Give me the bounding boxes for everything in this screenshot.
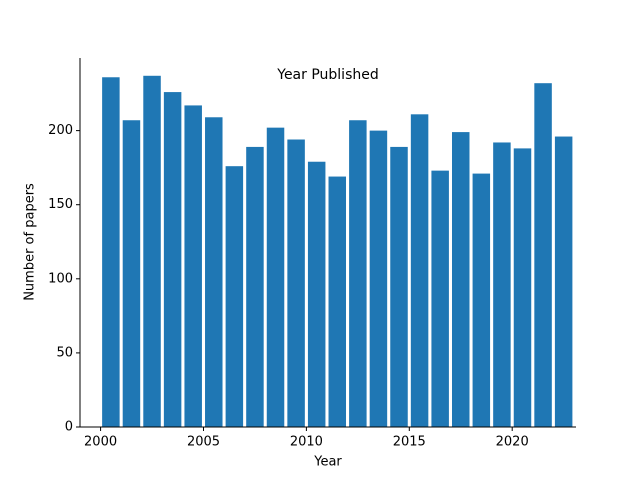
y-tick-label: 150 xyxy=(48,197,73,212)
y-tick-label: 0 xyxy=(65,420,73,435)
bar xyxy=(410,114,429,427)
bar xyxy=(122,120,141,427)
bar xyxy=(163,92,182,427)
bar xyxy=(307,161,326,428)
x-tick-label: 2020 xyxy=(496,435,529,450)
y-tick-label: 100 xyxy=(48,271,73,286)
x-tick-label: 2005 xyxy=(187,435,220,450)
y-axis-label: Number of papers xyxy=(23,183,38,301)
bar xyxy=(472,173,491,427)
bar xyxy=(493,142,511,427)
bar xyxy=(143,75,161,427)
x-tick-label: 2000 xyxy=(84,435,117,450)
x-tick-label: 2010 xyxy=(290,435,323,450)
bar xyxy=(452,132,470,428)
x-tick-label: 2015 xyxy=(393,435,426,450)
bar xyxy=(349,120,367,427)
bar xyxy=(287,139,305,427)
y-tick-label: 50 xyxy=(56,345,73,360)
y-tick-label: 200 xyxy=(48,123,73,138)
bar xyxy=(554,136,573,427)
bar xyxy=(184,105,202,427)
bar xyxy=(246,146,264,428)
x-axis-label: Year xyxy=(313,455,342,470)
bar xyxy=(369,130,388,428)
bar xyxy=(225,166,244,427)
bar xyxy=(328,176,347,427)
chart-title: Year Published xyxy=(276,67,379,83)
bar xyxy=(513,148,532,427)
bar xyxy=(205,117,223,428)
bar xyxy=(390,146,408,428)
bar xyxy=(534,83,552,427)
bar xyxy=(102,77,120,427)
bar xyxy=(266,127,285,427)
bar xyxy=(431,170,449,427)
